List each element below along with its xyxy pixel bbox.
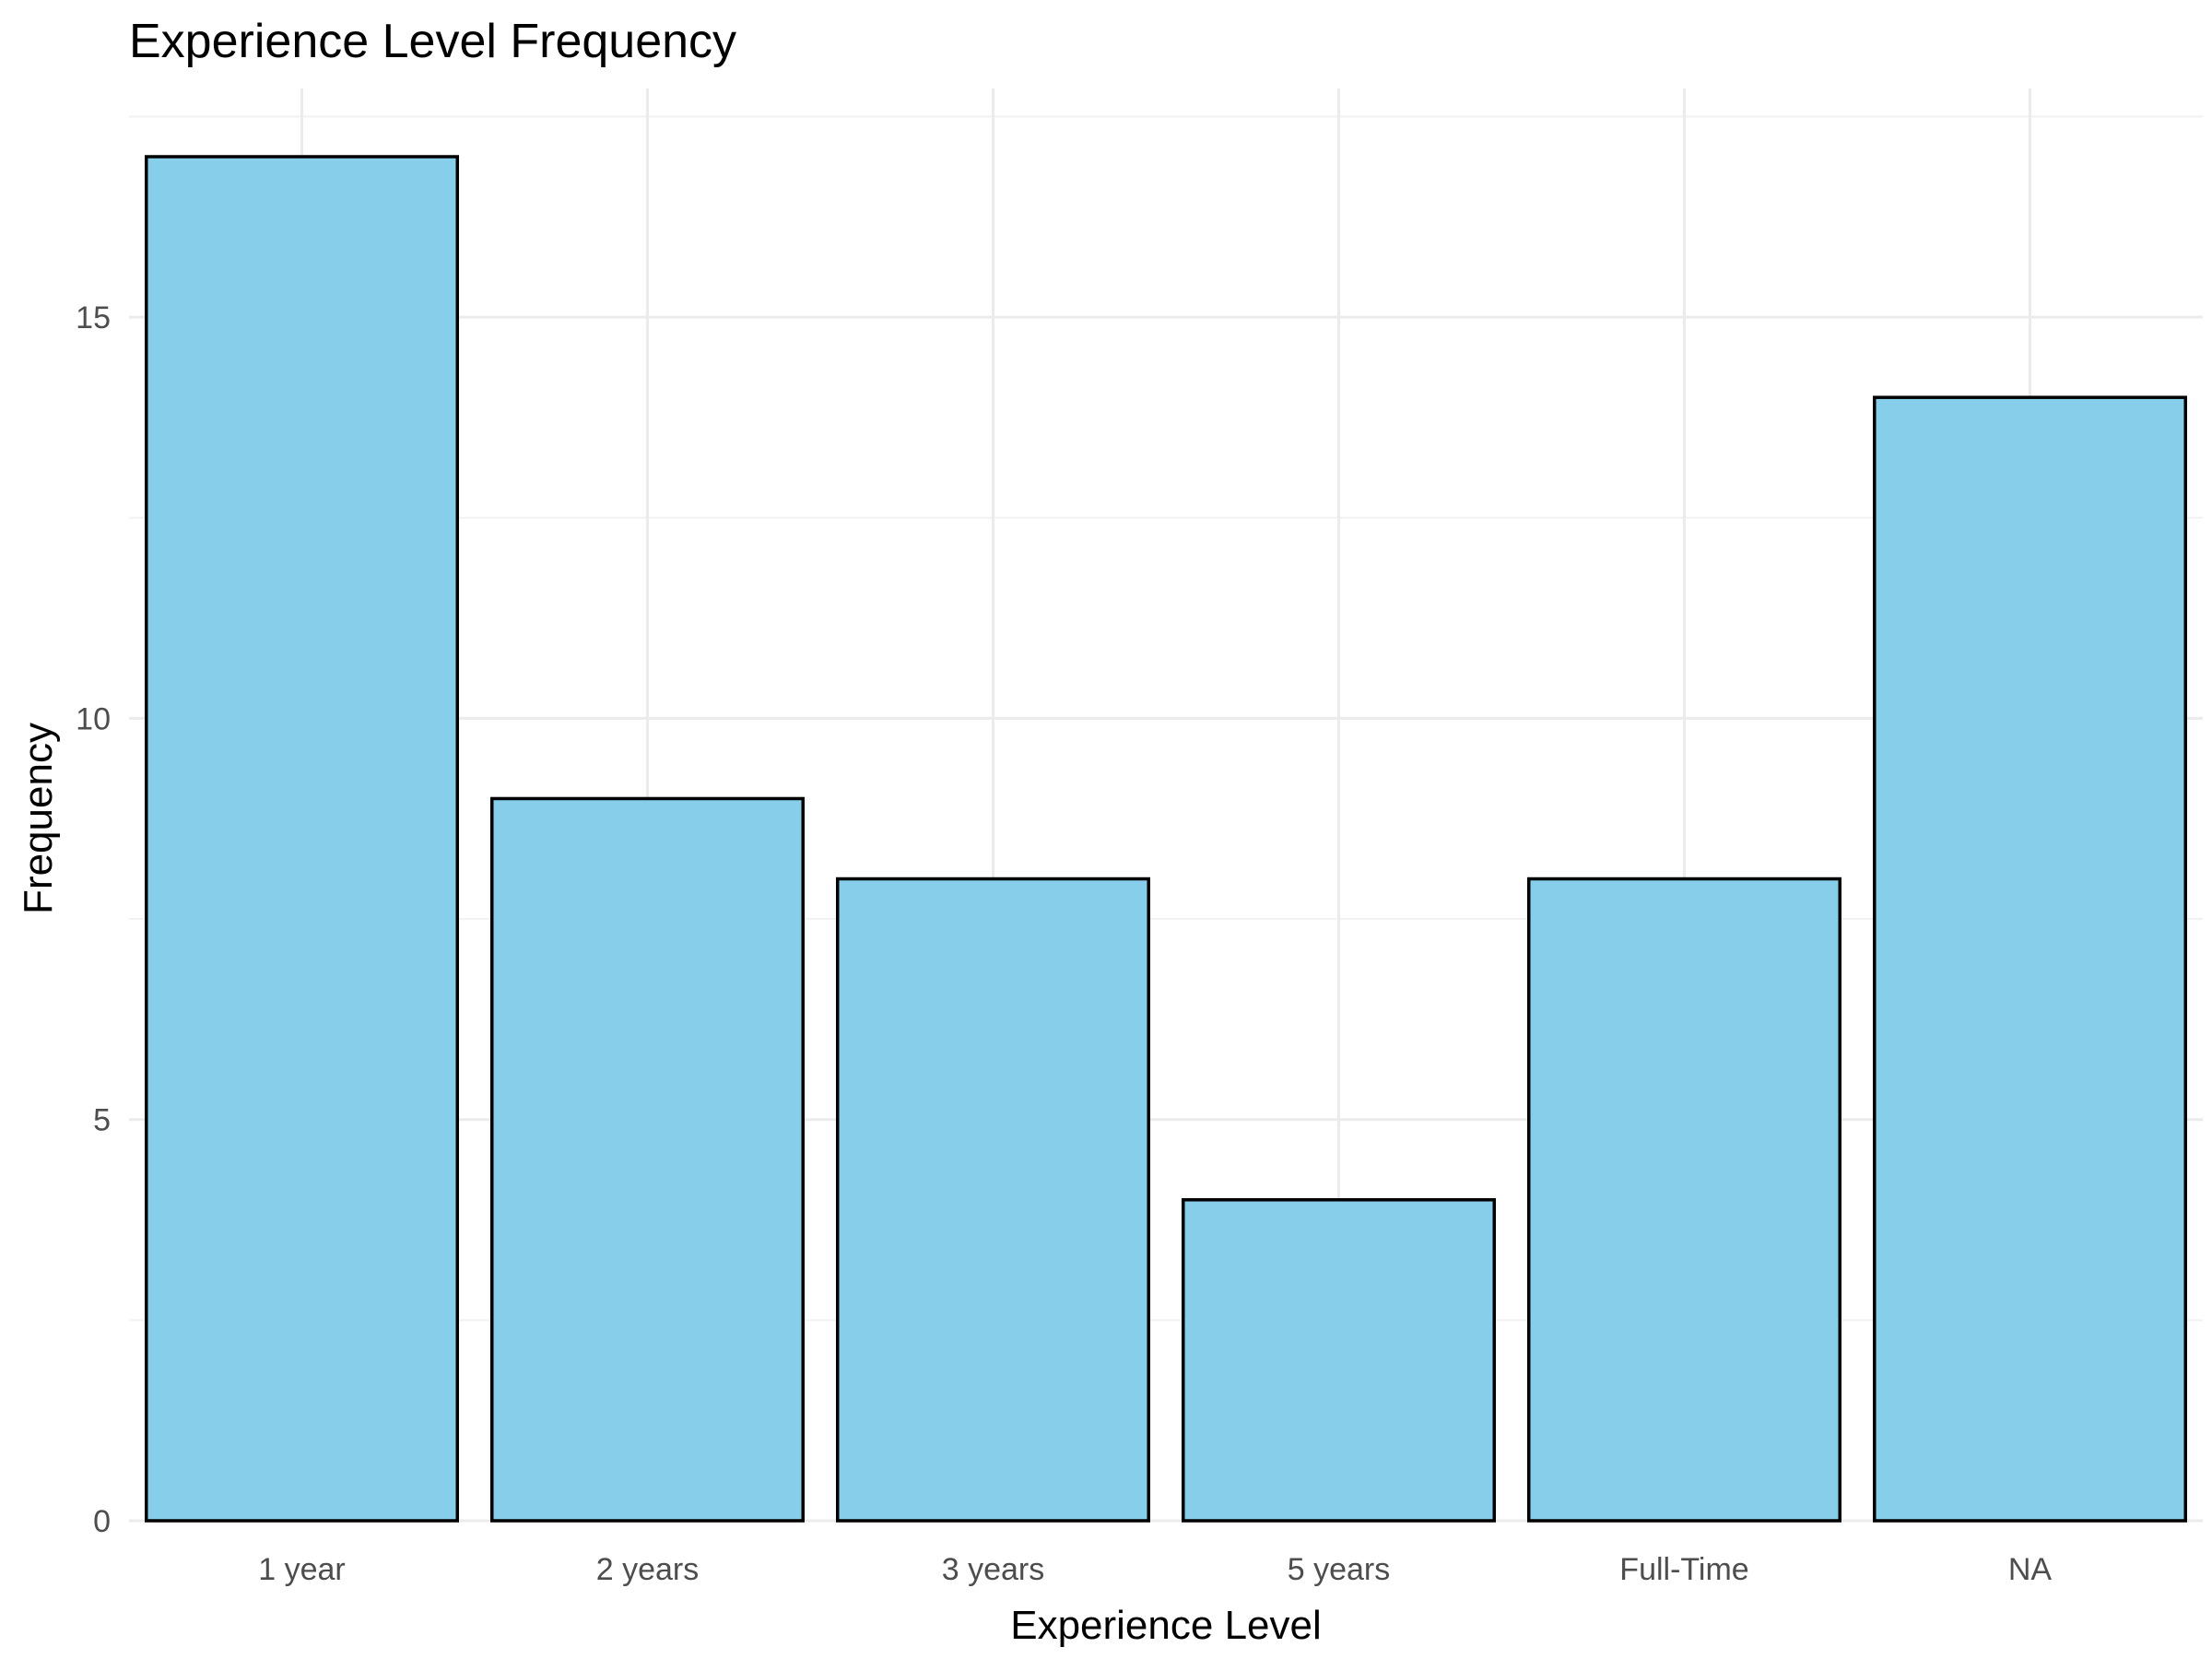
x-tick-label: 1 year <box>258 1552 346 1587</box>
chart-title: Experience Level Frequency <box>129 15 736 68</box>
y-axis-ticks: 0 5 10 15 <box>76 300 111 1539</box>
bar-5-years <box>1182 1198 1496 1523</box>
x-tick-label: 5 years <box>1288 1552 1391 1587</box>
bar-na <box>1873 395 2187 1523</box>
y-tick-label: 0 <box>93 1504 111 1539</box>
x-axis-title: Experience Level <box>1010 1603 1322 1648</box>
y-tick-label: 15 <box>76 300 111 335</box>
y-tick-label: 10 <box>76 701 111 736</box>
x-tick-label: Full-Time <box>1619 1552 1748 1587</box>
y-tick-label: 5 <box>93 1103 111 1138</box>
bar-full-time <box>1527 877 1841 1523</box>
bar-1-year <box>145 155 459 1523</box>
x-axis-ticks: 1 year 2 years 3 years 5 years Full-Time NA <box>258 1552 2052 1587</box>
y-axis-title: Frequency <box>16 723 61 914</box>
bar-2-years <box>490 796 805 1523</box>
bar-3-years <box>836 877 1150 1523</box>
bars-layer <box>145 155 2187 1523</box>
x-tick-label: 3 years <box>942 1552 1045 1587</box>
x-tick-label: 2 years <box>596 1552 700 1587</box>
x-tick-label: NA <box>2008 1552 2053 1587</box>
